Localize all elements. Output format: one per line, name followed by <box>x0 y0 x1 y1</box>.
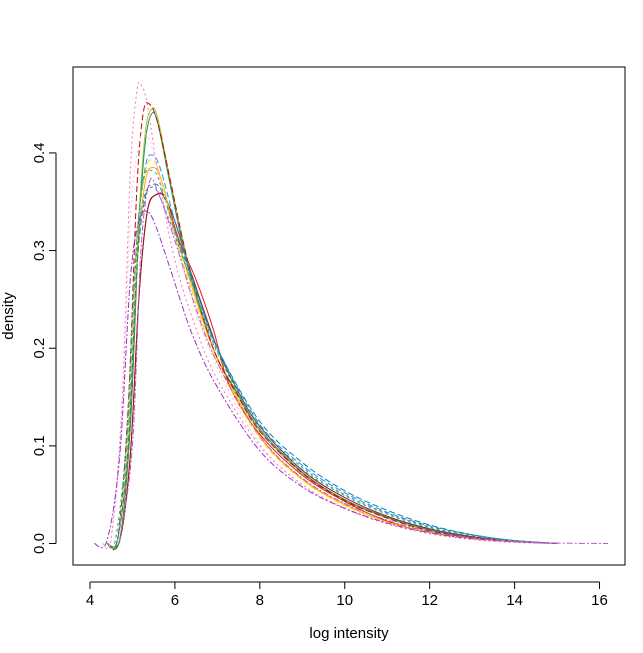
density-series-line-4 <box>106 111 558 550</box>
density-series-line-3 <box>106 107 558 550</box>
density-series-line-9 <box>106 183 558 549</box>
x-axis-label: log intensity <box>309 625 389 642</box>
density-series-line-10 <box>106 186 558 549</box>
x-tick-label: 6 <box>171 592 179 609</box>
series-lines <box>94 81 609 551</box>
x-tick-label: 12 <box>421 592 438 609</box>
x-tick-label: 16 <box>591 592 608 609</box>
y-tick-label: 0.3 <box>31 240 48 261</box>
x-tick-label: 10 <box>336 592 353 609</box>
density-series-line-14 <box>94 210 558 549</box>
density-series-line-15 <box>119 177 609 544</box>
y-tick-label: 0.4 <box>31 142 48 163</box>
density-series-line-12 <box>102 81 558 550</box>
y-axis: 0.0 0.1 0.2 0.3 0.4 <box>31 142 57 554</box>
x-tick-label: 8 <box>256 592 264 609</box>
y-tick-label: 0.2 <box>31 338 48 359</box>
density-series-line-13 <box>102 131 558 550</box>
y-tick-label: 0.0 <box>31 533 48 554</box>
density-series-line-11 <box>106 169 558 549</box>
x-tick-label: 4 <box>86 592 94 609</box>
x-axis: 4 6 8 10 12 14 16 <box>86 581 608 609</box>
x-tick-label: 14 <box>506 592 523 609</box>
density-series-line-1 <box>106 192 558 549</box>
density-series-line-6 <box>106 102 558 551</box>
y-tick-label: 0.1 <box>31 435 48 456</box>
density-series-line-2 <box>106 192 558 549</box>
plot-frame <box>72 66 626 566</box>
y-axis-label: density <box>0 292 17 340</box>
